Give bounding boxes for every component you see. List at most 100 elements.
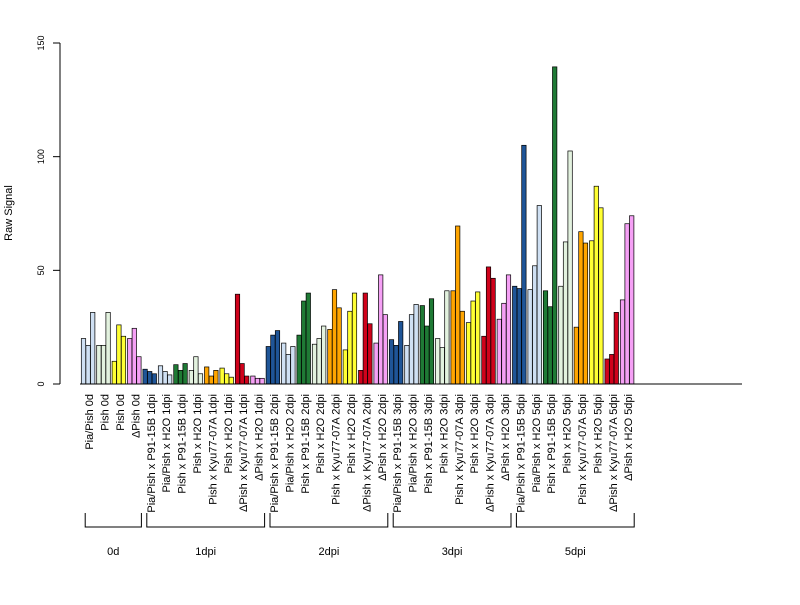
bar [120, 335, 127, 385]
x-tick-label: Pia/Pish x P91-15B 5dpi [515, 394, 527, 513]
bar [589, 240, 595, 385]
group-label: 2dpi [319, 546, 340, 558]
y-tick-label: 150 [36, 35, 46, 50]
x-tick-label: Pish x H2O 3dpi [469, 394, 481, 473]
bar [404, 345, 410, 385]
bar [151, 373, 157, 385]
bar [265, 346, 271, 385]
x-tick-label: Pish x H2O 1dpi [223, 394, 235, 473]
x-tick-label: Pish x P91-15B 3dpi [423, 394, 435, 494]
bar [450, 290, 456, 385]
bar [619, 299, 626, 385]
bar [342, 349, 348, 385]
x-tick-label: ΔPish x H2O 2dpi [377, 394, 389, 481]
bar [85, 345, 91, 385]
bar [147, 371, 153, 385]
group-label: 5dpi [565, 546, 586, 558]
x-tick-label: ΔPish x H2O 5dpi [623, 394, 635, 481]
bar [285, 354, 291, 385]
bar [475, 291, 481, 385]
bar [90, 312, 96, 385]
bar [552, 66, 558, 385]
x-tick-label: Pia/Pish x P91-15B 1dpi [146, 394, 158, 513]
x-tick-label: Pia/Pish x H2O 3dpi [408, 394, 420, 492]
bar [382, 314, 388, 385]
bar [296, 334, 302, 385]
bar [127, 338, 133, 385]
bar [393, 345, 399, 385]
x-tick-label: Pish x Kyu77-07A 1dpi [207, 394, 219, 505]
bar [162, 371, 168, 385]
x-tick-label: Pish 0d [100, 394, 112, 431]
x-tick-label: Pish x Kyu77-07A 2dpi [331, 394, 343, 505]
bar [624, 223, 630, 385]
bar [274, 330, 281, 385]
bar [367, 323, 373, 385]
x-tick-label: Pish x P91-15B 5dpi [546, 394, 558, 494]
bar [347, 310, 353, 385]
bar [193, 356, 199, 385]
bar [516, 288, 522, 385]
bar [111, 360, 117, 385]
x-tick-label: ΔPish x H2O 1dpi [254, 394, 266, 481]
x-tick-label: Pish x H2O 3dpi [438, 394, 450, 473]
x-tick-label: Pia/Pish x P91-15B 2dpi [269, 394, 281, 513]
bar [398, 321, 404, 385]
x-tick-label: ΔPish 0d [130, 394, 142, 438]
bar [316, 338, 322, 385]
bar [582, 242, 589, 385]
bar [609, 354, 615, 385]
bar [204, 366, 210, 385]
bar [105, 312, 111, 385]
y-tick-label: 0 [36, 381, 46, 386]
bar [419, 305, 425, 385]
bar [96, 345, 102, 385]
bar [439, 347, 445, 385]
bar [228, 376, 234, 385]
x-tick-label: Pia/Pish x H2O 1dpi [161, 394, 173, 492]
bar [259, 377, 265, 385]
group-label: 0d [107, 546, 119, 558]
x-tick-label: Pish x Kyu77-07A 5dpi [577, 394, 589, 505]
x-tick-label: ΔPish x H2O 3dpi [500, 394, 512, 481]
y-axis: 0 50 100 150 [36, 35, 61, 387]
bar [512, 285, 518, 385]
bar [362, 292, 368, 385]
x-tick-label: ΔPish x Kyu77-07A 5dpi [608, 394, 620, 512]
x-tick-label: Pia/Pish 0d [84, 394, 96, 450]
y-tick-label: 50 [36, 265, 46, 275]
bar [527, 289, 533, 385]
x-axis: Pia/Pish 0d Pish 0d Pish 0d ΔPish 0d Pia/Pis… [80, 383, 742, 513]
bar [547, 306, 553, 385]
bar [173, 364, 179, 385]
bar [373, 342, 379, 385]
x-tick-label: Pish x H2O 1dpi [192, 394, 204, 473]
group-label: 3dpi [442, 546, 463, 558]
x-tick-label: Pia/Pish x H2O 5dpi [531, 394, 543, 492]
bar [311, 343, 318, 385]
bar [501, 302, 507, 385]
bar [351, 292, 358, 385]
bar [157, 365, 164, 385]
bar [536, 205, 542, 385]
bar [465, 322, 472, 385]
x-tick-label: Pish x H2O 2dpi [346, 394, 358, 473]
x-tick-label: Pish x H2O 5dpi [592, 394, 604, 473]
x-tick-label: Pish x H2O 5dpi [562, 394, 574, 473]
x-tick-label: Pish x P91-15B 2dpi [300, 394, 312, 494]
y-axis-title: Raw Signal [3, 185, 15, 241]
bar [485, 266, 492, 385]
x-tick-label: ΔPish x Kyu77-07A 3dpi [485, 394, 497, 512]
x-tick-label: Pish x H2O 2dpi [315, 394, 327, 473]
bar [321, 325, 327, 385]
bar [213, 370, 219, 385]
bar [408, 314, 415, 385]
x-tick-label: Pish x Kyu77-07A 3dpi [454, 394, 466, 505]
bar [250, 375, 256, 385]
bar [358, 370, 364, 385]
y-tick-label: 100 [36, 149, 46, 164]
group-bracket [515, 513, 635, 528]
bar [578, 231, 584, 385]
bar [234, 293, 241, 385]
bar [254, 377, 261, 385]
